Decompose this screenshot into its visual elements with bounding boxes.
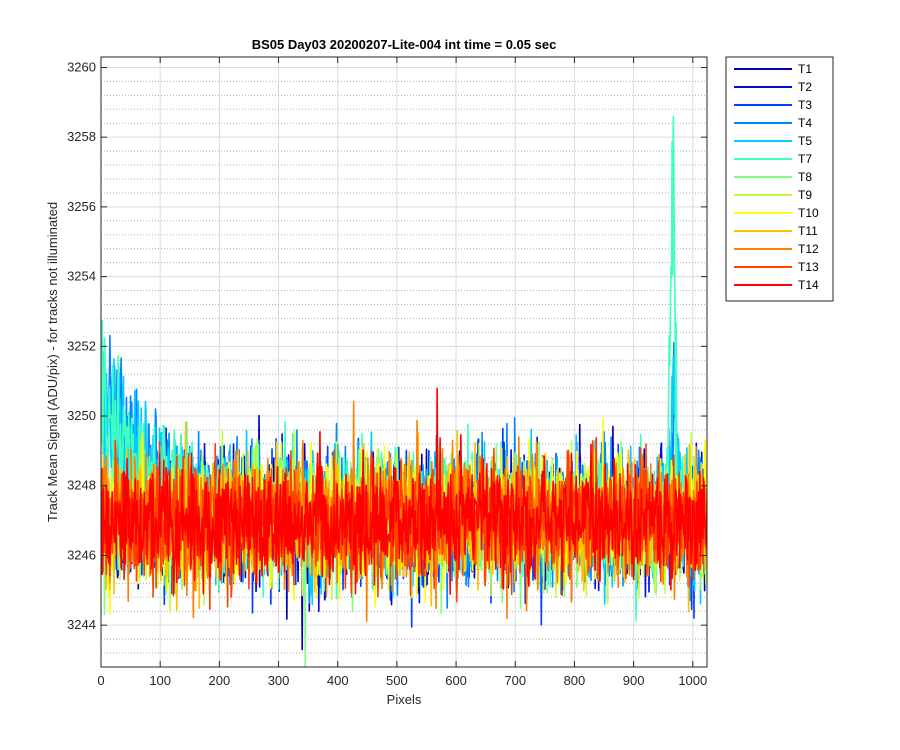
y-tick-label: 3254 [67,269,96,284]
x-tick-label: 1000 [678,673,707,688]
y-tick-label: 3256 [67,199,96,214]
legend-label-t2: T2 [798,80,812,94]
y-tick-label: 3260 [67,59,96,74]
x-tick-label: 700 [504,673,526,688]
legend-label-t1: T1 [798,62,812,76]
legend-label-t10: T10 [798,206,819,220]
x-axis-label: Pixels [387,692,422,707]
x-tick-label: 100 [149,673,171,688]
y-tick-label: 3252 [67,338,96,353]
legend: T1 T2 T3 T4 T5 T7 T8 T9 T10 T11 T12 T13 T14 [725,56,834,302]
legend-label-t3: T3 [798,98,812,112]
x-tick-label: 300 [268,673,290,688]
x-tick-label: 600 [445,673,467,688]
x-tick-label: 0 [97,673,104,688]
y-tick-label: 3250 [67,408,96,423]
legend-label-t4: T4 [798,116,812,130]
series-line-t14 [101,387,707,596]
chart-title: BS05 Day03 20200207-Lite-004 int time = … [252,37,557,52]
legend-label-t13: T13 [798,260,819,274]
y-tick-label: 3248 [67,478,96,493]
legend-label-t12: T12 [798,242,819,256]
x-tick-label: 200 [209,673,231,688]
x-tick-label: 400 [327,673,349,688]
y-tick-label: 3246 [67,547,96,562]
series-lines [101,115,707,667]
legend-label-t9: T9 [798,188,812,202]
legend-box [725,56,834,302]
legend-label-t7: T7 [798,152,812,166]
x-tick-label: 900 [623,673,645,688]
plot-frame [100,56,708,668]
x-tick-label: 500 [386,673,408,688]
legend-label-t14: T14 [798,278,819,292]
x-tick-label: 800 [564,673,586,688]
legend-label-t11: T11 [798,224,818,238]
axis-ticks: 0 100 200 300 400 500 600 700 800 900 1000 3244 3246… [67,57,707,688]
y-axis-label: Track Mean Signal (ADU/pix) - for tracks… [45,202,60,522]
y-tick-label: 3258 [67,129,96,144]
y-tick-label: 3244 [67,617,96,632]
legend-label-t8: T8 [798,170,812,184]
legend-label-t5: T5 [798,134,812,148]
